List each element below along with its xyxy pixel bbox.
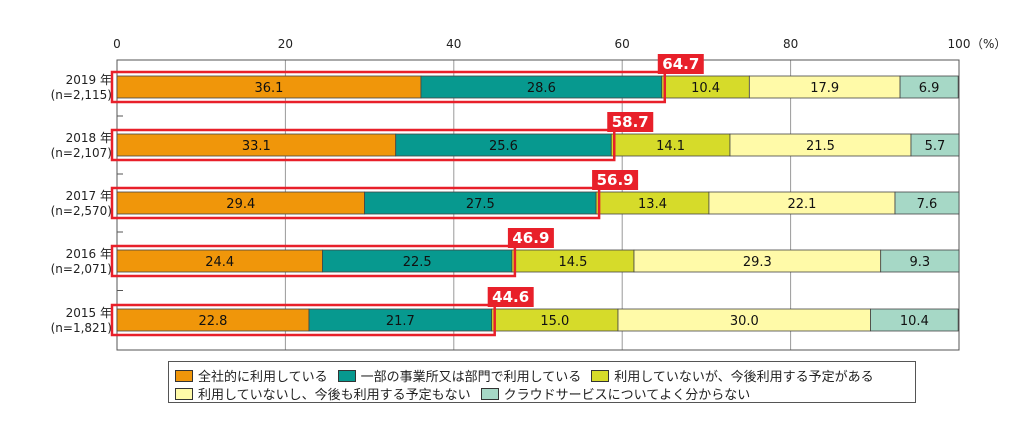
bar-seg-1-4 (910, 133, 960, 157)
highlight-total-4: 44.6 (492, 288, 529, 306)
data-label-0-2: 10.4 (691, 81, 720, 96)
category-label-n-0: (n=2,115) (51, 88, 112, 102)
legend-item-unknown: クラウドサービスについてよく分からない (480, 384, 751, 403)
category-label-n-4: (n=1,821) (51, 321, 112, 335)
data-label-3-0: 24.4 (205, 255, 234, 270)
x-tick-label-0: 0 (113, 37, 121, 51)
data-label-2-0: 29.4 (226, 197, 255, 212)
data-label-2-1: 27.5 (466, 197, 495, 212)
legend-label-company-wide: 全社的に利用している (198, 370, 328, 385)
data-label-3-2: 14.5 (558, 255, 587, 270)
data-label-3-3: 29.3 (743, 255, 772, 270)
category-label-year-0: 2019 年 (66, 73, 112, 87)
category-label-year-4: 2015 年 (66, 306, 112, 320)
data-label-0-1: 28.6 (527, 81, 556, 96)
category-label-year-3: 2016 年 (66, 247, 112, 261)
legend-row-1: 全社的に利用している 一部の事業所又は部門で利用している 利用していないが、今後… (175, 366, 884, 385)
category-label-year-1: 2018 年 (66, 131, 112, 145)
data-label-3-1: 22.5 (403, 255, 432, 270)
data-label-1-0: 33.1 (242, 139, 271, 154)
data-label-1-4: 5.7 (925, 139, 946, 154)
highlight-box-4 (110, 303, 496, 337)
bar-seg-4-4 (870, 308, 959, 332)
data-label-1-1: 25.6 (489, 139, 518, 154)
legend-swatch-unknown (480, 387, 499, 400)
legend-item-planned: 利用していないが、今後利用する予定がある (591, 366, 874, 385)
data-label-2-2: 13.4 (638, 197, 667, 212)
x-tick-label-80: 80 (783, 37, 798, 51)
x-tick-label-20: 20 (278, 37, 293, 51)
category-label-n-1: (n=2,107) (51, 146, 112, 160)
highlight-badge-1 (607, 112, 654, 132)
x-tick-label-60: 60 (615, 37, 630, 51)
legend-label-unknown: クラウドサービスについてよく分からない (503, 388, 751, 403)
highlight-box-1 (110, 128, 616, 162)
bar-seg-0-4 (899, 75, 959, 99)
highlight-badge-2 (592, 170, 639, 190)
highlight-total-3: 46.9 (512, 229, 549, 247)
legend-item-company-wide: 全社的に利用している (175, 366, 328, 385)
legend-item-partial: 一部の事業所又は部門で利用している (337, 366, 582, 385)
highlight-total-0: 64.7 (662, 55, 699, 73)
data-label-0-0: 36.1 (255, 81, 284, 96)
highlight-box-2 (110, 186, 601, 220)
legend-swatch-planned (591, 369, 610, 382)
data-label-4-3: 30.0 (730, 314, 759, 329)
data-label-3-4: 9.3 (910, 255, 931, 270)
data-label-4-1: 21.7 (386, 314, 415, 329)
data-label-1-2: 14.1 (656, 139, 685, 154)
highlight-box-0 (110, 70, 667, 104)
legend-swatch-no-plan (175, 387, 193, 400)
data-label-2-3: 22.1 (787, 197, 816, 212)
category-label-year-2: 2017 年 (66, 189, 112, 203)
highlight-total-2: 56.9 (597, 171, 634, 189)
highlight-badge-4 (487, 287, 534, 307)
data-label-4-4: 10.4 (900, 314, 929, 329)
highlight-total-1: 58.7 (612, 113, 649, 131)
data-label-4-0: 22.8 (199, 314, 228, 329)
highlight-box-3 (110, 244, 517, 278)
category-label-n-2: (n=2,570) (51, 204, 112, 218)
legend: 全社的に利用している 一部の事業所又は部門で利用している 利用していないが、今後… (168, 361, 916, 403)
bar-seg-3-4 (880, 249, 960, 273)
legend-swatch-partial (337, 369, 356, 382)
legend-item-no-plan: 利用していないし、今後も利用する予定もない (175, 384, 471, 403)
data-label-1-3: 21.5 (806, 139, 835, 154)
data-label-0-4: 6.9 (919, 81, 940, 96)
legend-label-partial: 一部の事業所又は部門で利用している (360, 370, 582, 385)
highlight-badge-3 (507, 228, 554, 248)
bar-seg-2-4 (894, 191, 960, 215)
legend-label-planned: 利用していないが、今後利用する予定がある (614, 370, 874, 385)
x-tick-label-100: 100 (948, 37, 971, 51)
legend-row-2: 利用していないし、今後も利用する予定もない クラウドサービスについてよく分からな… (175, 384, 760, 403)
x-unit-label: （%） (971, 37, 1006, 51)
highlight-badge-0 (657, 54, 704, 74)
legend-label-no-plan: 利用していないし、今後も利用する予定もない (198, 388, 471, 403)
data-label-2-4: 7.6 (917, 197, 938, 212)
stacked-bar-chart: 0 20 40 60 80 100 （%） 2019 年(n=2,115) 36.1 28.6 10… (51, 37, 1006, 351)
category-label-n-3: (n=2,071) (51, 262, 112, 276)
x-tick-label-40: 40 (446, 37, 461, 51)
legend-swatch-company-wide (175, 369, 193, 382)
data-label-4-2: 15.0 (540, 314, 569, 329)
data-label-0-3: 17.9 (810, 81, 839, 96)
